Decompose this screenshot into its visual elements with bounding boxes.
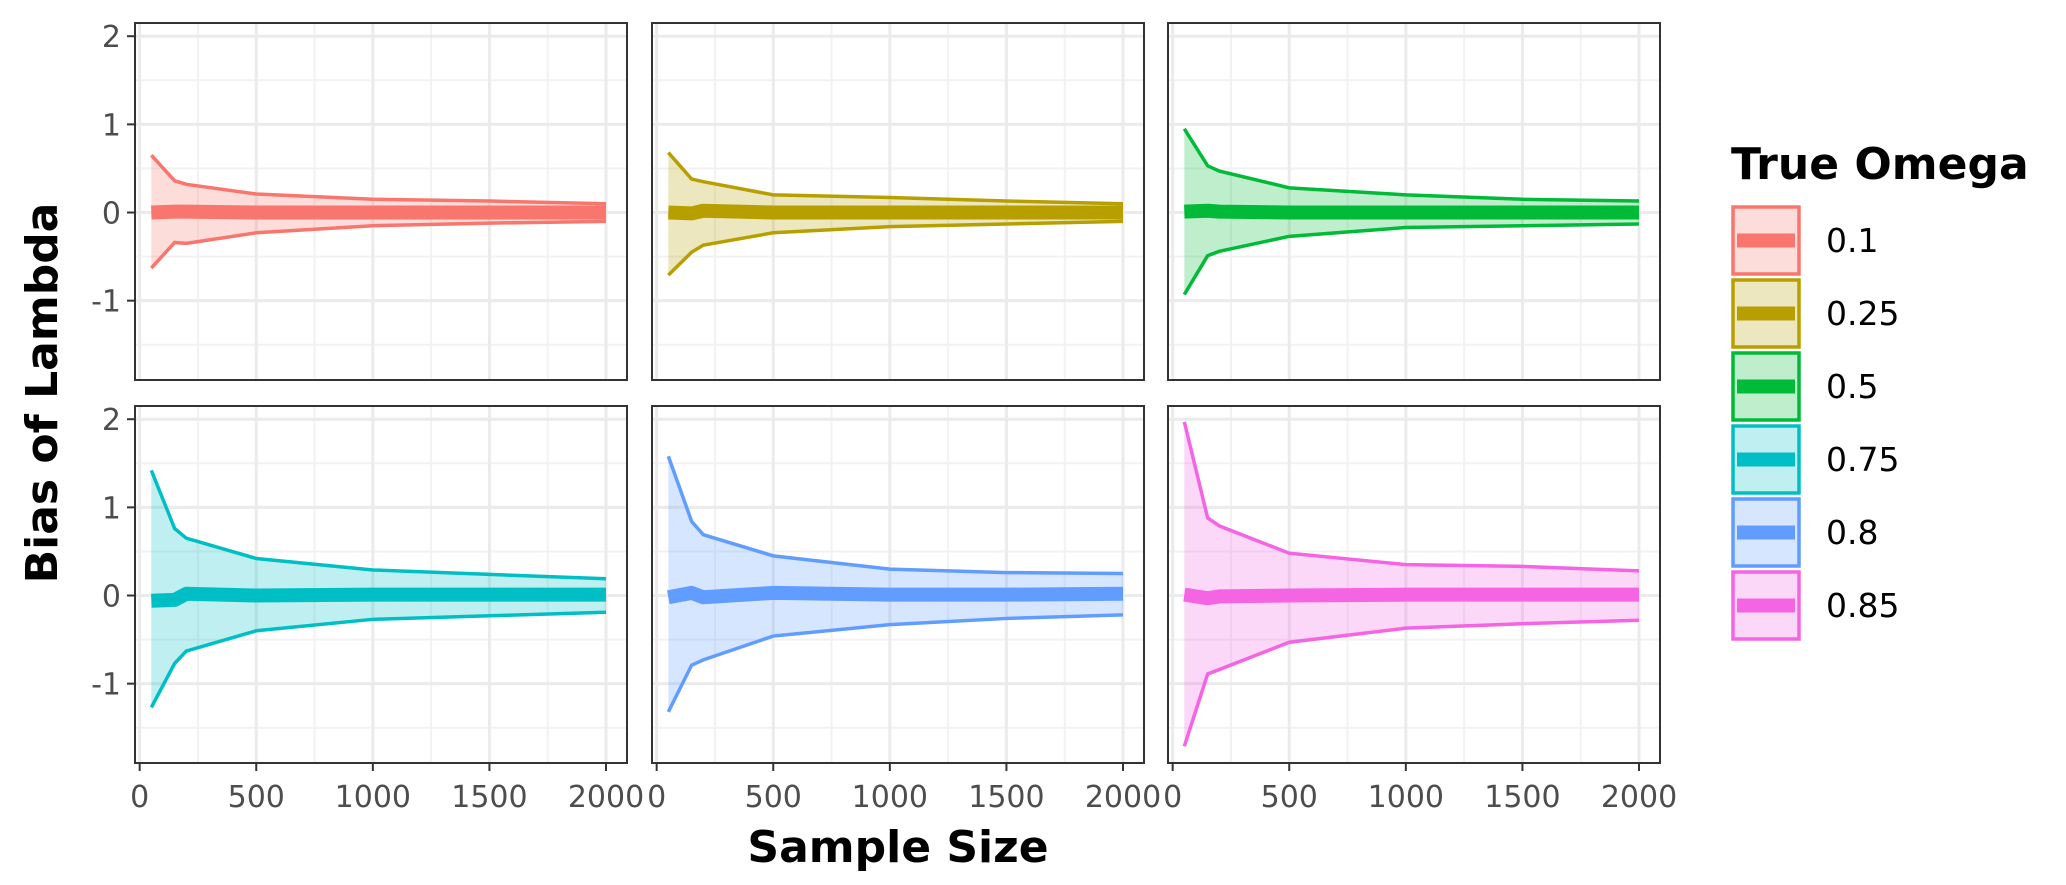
x-tick-label: 0	[1163, 780, 1182, 815]
x-tick-label: 1500	[451, 780, 527, 815]
mean-line-0.85	[1183, 587, 1640, 606]
x-tick-label: 1000	[852, 780, 928, 815]
legend-item-0.8: 0.8	[1731, 497, 1878, 568]
ribbon-0.8	[668, 456, 1124, 712]
legend-label-0.8: 0.8	[1826, 513, 1878, 552]
upper-line-0.75	[149, 469, 607, 581]
x-tick-label: 500	[745, 780, 802, 815]
legend-item-0.85: 0.85	[1731, 570, 1899, 641]
x-tick-label: 2000	[1601, 780, 1677, 815]
panel-border	[651, 22, 1145, 381]
upper-line-0.1	[150, 154, 607, 206]
panel-background	[652, 406, 1144, 763]
lower-line-0.75	[149, 610, 607, 709]
ribbon-0.85	[1184, 421, 1640, 747]
legend: True Omega 0.1 0.25 0.5 0.75 0.8 0.85	[1731, 139, 2029, 641]
y-tick-label: -1	[91, 285, 121, 320]
x-tick-label: 1000	[335, 780, 411, 815]
y-tick-label: 1	[102, 491, 121, 526]
upper-line-0.5	[1182, 127, 1640, 203]
y-tick-label: 0	[102, 197, 121, 232]
panel-border	[134, 405, 628, 764]
panel-border	[1167, 405, 1661, 764]
legend-item-0.75: 0.75	[1731, 424, 1899, 495]
legend-item-0.25: 0.25	[1731, 278, 1899, 349]
lower-line-0.1	[150, 219, 607, 270]
x-tick-label: 0	[647, 780, 666, 815]
panel-border	[134, 22, 628, 381]
upper-line-0.85	[1182, 421, 1640, 573]
y-tick-label: 2	[102, 403, 121, 438]
panel-0.85: 0 500 1000 1500 2000	[1163, 405, 1677, 815]
legend-label-0.25: 0.25	[1826, 294, 1899, 333]
panel-background	[1168, 406, 1660, 763]
x-tick-label: 0	[130, 780, 149, 815]
lower-line-0.5	[1182, 222, 1640, 296]
legend-label-0.1: 0.1	[1826, 221, 1878, 260]
legend-label-0.75: 0.75	[1826, 440, 1899, 479]
x-tick-label: 500	[1261, 780, 1318, 815]
x-tick-label: 1500	[1484, 780, 1560, 815]
panel-background	[135, 406, 627, 763]
x-axis-title: Sample Size	[747, 822, 1048, 873]
panel-0.1: 2 1 0 -1	[91, 20, 628, 381]
panel-border	[651, 405, 1145, 764]
x-tick-label: 1000	[1368, 780, 1444, 815]
mean-line-0.75	[151, 586, 607, 608]
panel-0.8: 0 500 1000 1500 2000	[647, 405, 1161, 815]
y-tick-label: 2	[102, 20, 121, 55]
legend-title: True Omega	[1731, 139, 2029, 190]
x-tick-label: 500	[228, 780, 285, 815]
legend-label-0.5: 0.5	[1826, 367, 1878, 406]
y-tick-label: 0	[102, 580, 121, 615]
y-axis-title: Bias of Lambda	[17, 203, 68, 584]
y-tick-label: -1	[91, 668, 121, 703]
mean-line-0.8	[667, 585, 1124, 605]
panel-border	[1167, 22, 1661, 381]
x-tick-label: 1500	[968, 780, 1044, 815]
panel-0.25	[651, 22, 1145, 381]
upper-line-0.8	[666, 455, 1124, 576]
mean-line-0.25	[668, 203, 1124, 221]
y-tick-label: 1	[102, 108, 121, 143]
legend-item-0.1: 0.1	[1731, 205, 1878, 276]
mean-line-0.5	[1184, 203, 1640, 220]
mean-line-0.1	[151, 204, 607, 220]
legend-item-0.5: 0.5	[1731, 351, 1878, 422]
x-tick-label: 2000	[568, 780, 644, 815]
lower-line-0.25	[667, 219, 1124, 277]
lower-line-0.8	[666, 613, 1124, 713]
legend-label-0.85: 0.85	[1826, 586, 1899, 625]
x-tick-label: 2000	[1085, 780, 1161, 815]
upper-line-0.25	[667, 151, 1124, 206]
panel-0.75: 2 1 0 -1 0 500 1000 1500 2000	[91, 403, 644, 815]
lower-line-0.85	[1182, 618, 1640, 747]
panel-0.5	[1167, 22, 1661, 381]
